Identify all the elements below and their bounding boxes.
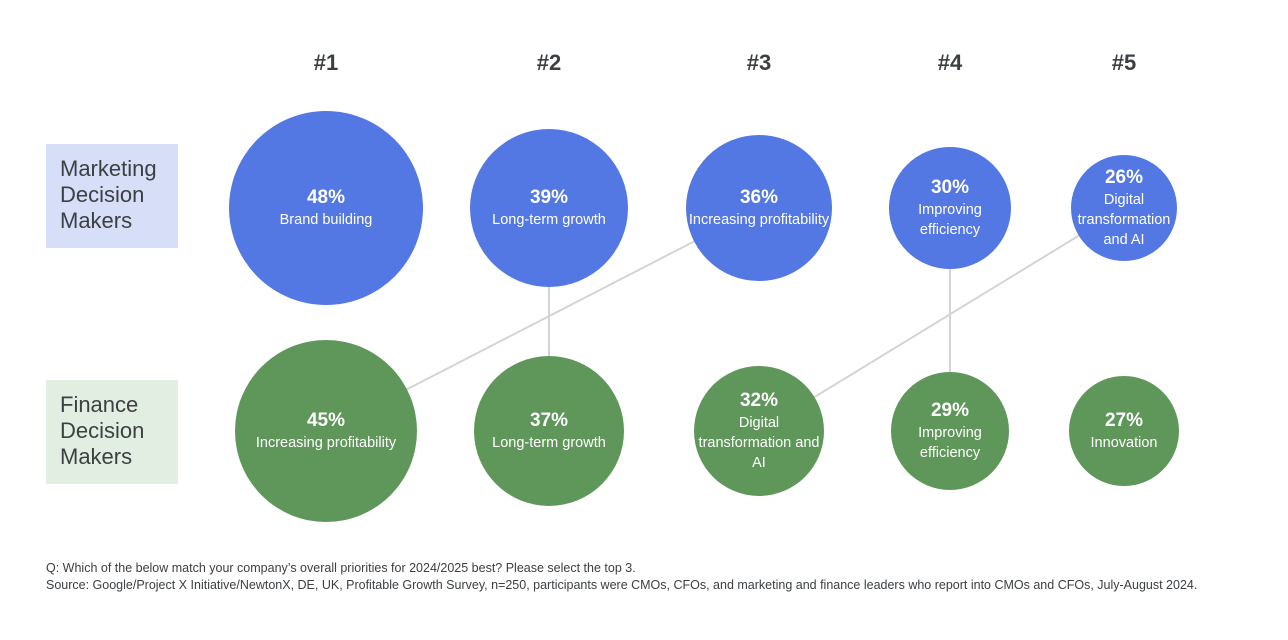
finance-bubble-rank-3: 32% Digital transformation and AI bbox=[694, 366, 824, 496]
bubble-percent: 27% bbox=[1104, 410, 1144, 431]
marketing-bubble-rank-2: 39% Long-term growth bbox=[470, 129, 628, 287]
rank-3-label: #3 bbox=[746, 50, 772, 75]
label-line: Makers bbox=[60, 444, 133, 469]
bubble-label: Long-term growth bbox=[492, 435, 606, 451]
rank-1-label: #1 bbox=[313, 50, 339, 75]
bubble-percent: 26% bbox=[1104, 167, 1144, 188]
label-line: Decision bbox=[60, 182, 145, 207]
finance-bubble-rank-1: 45% Increasing profitability bbox=[235, 340, 417, 522]
marketing-bubble-rank-3: 36% Increasing profitability bbox=[686, 135, 832, 281]
marketing-bubble-rank-1: 48% Brand building bbox=[229, 111, 423, 305]
bubble-percent: 29% bbox=[930, 400, 970, 421]
finance-bubble-rank-5: 27% Innovation bbox=[1069, 376, 1179, 486]
connector-line bbox=[758, 207, 1125, 432]
marketing-bubble-rank-4: 30% Improving efficiency bbox=[889, 147, 1011, 269]
marketing-bubble-rank-5: 26% Digital transformation and AI bbox=[1071, 155, 1177, 261]
bubble-percent: 32% bbox=[739, 390, 779, 411]
finance-bubble-rank-2: 37% Long-term growth bbox=[474, 356, 624, 506]
label-line: Marketing bbox=[60, 156, 157, 181]
bubble-label: Digital transformation and AI bbox=[698, 415, 820, 471]
footnote-source: Source: Google/Project X Initiative/Newt… bbox=[46, 578, 1198, 592]
bubble-label: Long-term growth bbox=[492, 212, 606, 228]
bubble-label: Increasing profitability bbox=[255, 435, 397, 451]
finance-bubble-rank-4: 29% Improving efficiency bbox=[891, 372, 1009, 490]
bubble-label: Increasing profitability bbox=[688, 212, 830, 228]
bubble-percent: 37% bbox=[529, 410, 569, 431]
rank-4-label: #4 bbox=[937, 50, 963, 75]
label-line: Decision bbox=[60, 418, 145, 443]
footnote-question: Q: Which of the below match your company… bbox=[46, 561, 636, 575]
bubble-label: Innovation bbox=[1090, 435, 1158, 451]
bubble-percent: 30% bbox=[930, 177, 970, 198]
label-line: Finance bbox=[60, 392, 139, 417]
marketing-group-label: Marketing Decision Makers bbox=[46, 144, 178, 248]
bubble-percent: 36% bbox=[739, 187, 779, 208]
rank-2-label: #2 bbox=[536, 50, 562, 75]
bubble-label: Digital transformation and AI bbox=[1077, 192, 1171, 248]
bubble-percent: 45% bbox=[306, 410, 346, 431]
bubble-label: Improving efficiency bbox=[918, 425, 982, 461]
bubble-label: Brand building bbox=[279, 212, 373, 228]
bubble-percent: 39% bbox=[529, 187, 569, 208]
rank-5-label: #5 bbox=[1111, 50, 1137, 75]
footnote: Q: Which of the below match your company… bbox=[46, 560, 1266, 594]
finance-group-label: Finance Decision Makers bbox=[46, 380, 178, 484]
bubble-percent: 48% bbox=[306, 187, 346, 208]
bubble-label: Improving efficiency bbox=[918, 202, 982, 238]
label-line: Makers bbox=[60, 208, 133, 233]
